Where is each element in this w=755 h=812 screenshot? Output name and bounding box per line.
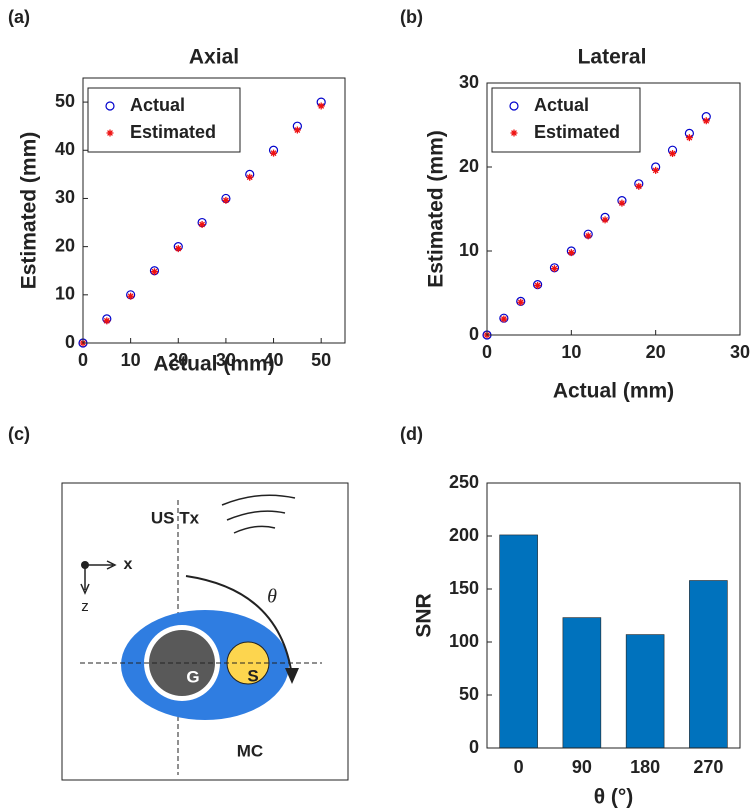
y-tick-label: 250 (449, 472, 479, 492)
mc-label: MC (237, 741, 263, 760)
data-point (199, 221, 206, 228)
diagram: (c) US Tx x z G S MC θ (8, 424, 348, 780)
transmitter-label: US Tx (151, 508, 200, 527)
legend-marker (107, 130, 114, 137)
panel-label: (c) (8, 424, 30, 444)
x-tick-label: 40 (264, 350, 284, 370)
wave-arcs (222, 495, 295, 533)
x-tick-label: 20 (646, 342, 666, 362)
data-point (568, 249, 575, 256)
x-tick-label: 30 (216, 350, 236, 370)
bar (689, 581, 727, 748)
data-point (618, 200, 625, 207)
y-tick-label: 200 (449, 525, 479, 545)
y-tick-label: 50 (459, 684, 479, 704)
bar (626, 635, 664, 748)
data-point (517, 299, 524, 306)
data-point (686, 134, 693, 141)
page: {"chart_data": [ {"type": "scatter", "la… (0, 0, 755, 812)
bar (500, 535, 538, 748)
legend-label: Actual (534, 95, 589, 115)
y-tick-label: 30 (55, 187, 75, 207)
angle-label: θ (267, 586, 277, 608)
data-point (635, 183, 642, 190)
data-point (103, 317, 110, 324)
g-core (149, 630, 215, 696)
data-point (222, 197, 229, 204)
x-axis-label: x (124, 556, 133, 573)
y-tick-label: 20 (55, 235, 75, 255)
y-tick-label: 10 (55, 284, 75, 304)
data-point (585, 232, 592, 239)
y-tick-label: 100 (449, 631, 479, 651)
chart-title: Axial (189, 46, 239, 69)
y-tick-label: 150 (449, 578, 479, 598)
x-tick-label: 0 (482, 342, 492, 362)
data-point (669, 150, 676, 157)
y-axis-title: Estimated (mm) (425, 130, 448, 288)
y-tick-label: 0 (469, 324, 479, 344)
y-tick-label: 0 (469, 737, 479, 757)
g-label: G (186, 667, 199, 686)
x-tick-label: 30 (730, 342, 750, 362)
data-point (318, 102, 325, 109)
legend-label: Estimated (534, 122, 620, 142)
x-tick-label: 0 (78, 350, 88, 370)
data-point (127, 293, 134, 300)
chart-title: Lateral (578, 46, 647, 69)
data-point (652, 167, 659, 174)
y-axis-title: SNR (413, 593, 436, 637)
panel-label: (d) (400, 424, 423, 444)
figure: (c) US Tx x z G S MC θ (a) Axial Actual (m… (0, 0, 755, 812)
data-point (602, 216, 609, 223)
x-tick-label: 90 (572, 757, 592, 777)
y-axis-title: Estimated (mm) (18, 132, 41, 290)
x-tick-label: 180 (630, 757, 660, 777)
y-tick-label: 20 (459, 156, 479, 176)
s-label: S (247, 666, 258, 685)
x-tick-label: 10 (121, 350, 141, 370)
legend-marker (511, 130, 518, 137)
panel-label: (a) (8, 7, 30, 27)
legend-label: Actual (130, 95, 185, 115)
z-axis-label: z (81, 598, 89, 615)
x-tick-label: 50 (311, 350, 331, 370)
y-tick-label: 30 (459, 72, 479, 92)
y-tick-label: 0 (65, 332, 75, 352)
x-axis-title: θ (°) (594, 786, 634, 809)
x-tick-label: 270 (693, 757, 723, 777)
legend-label: Estimated (130, 122, 216, 142)
panel-label: (b) (400, 7, 423, 27)
data-point (270, 150, 277, 157)
data-point (294, 127, 301, 134)
y-tick-label: 40 (55, 139, 75, 159)
x-tick-label: 20 (168, 350, 188, 370)
data-point (175, 245, 182, 252)
data-point (703, 117, 710, 124)
bar (563, 618, 601, 748)
x-tick-label: 10 (561, 342, 581, 362)
x-axis-title: Actual (mm) (553, 380, 674, 403)
data-point (246, 174, 253, 181)
x-tick-label: 0 (514, 757, 524, 777)
y-tick-label: 50 (55, 91, 75, 111)
y-tick-label: 10 (459, 240, 479, 260)
